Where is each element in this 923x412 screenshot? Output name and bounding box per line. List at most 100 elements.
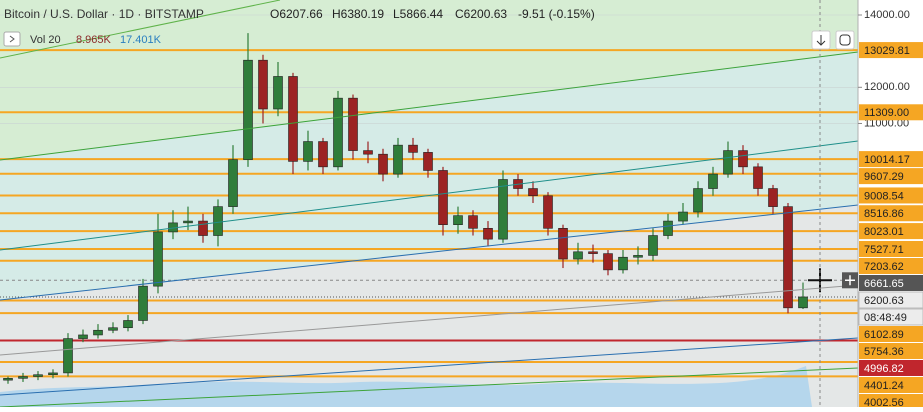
collapse-button[interactable]: [3, 31, 21, 47]
candle-body: [108, 327, 118, 331]
header: Bitcoin / U.S. Dollar · 1D · BITSTAMP O6…: [3, 7, 595, 47]
candle-body: [768, 188, 778, 207]
trend-line: [0, 337, 859, 396]
plot-area: [0, 14, 858, 384]
price-label: 4996.82: [864, 363, 904, 375]
price-label-box: [859, 376, 923, 393]
candle-body: [393, 144, 403, 175]
price-label-box: [859, 393, 923, 410]
candle-body: [243, 59, 253, 160]
candle-body: [333, 97, 343, 168]
ohlc-change: -9.51 (-0.15%): [518, 7, 595, 21]
symbol-title: Bitcoin / U.S. Dollar · 1D · BITSTAMP: [4, 7, 204, 21]
candle-body: [468, 215, 478, 229]
price-label: 7203.62: [864, 261, 904, 273]
candle-body: [588, 251, 598, 254]
candle-body: [348, 97, 358, 151]
candle-body: [753, 166, 763, 189]
candle-body: [423, 152, 433, 171]
candle-body: [498, 179, 508, 240]
price-label-box: [859, 223, 923, 240]
candle-body: [738, 150, 748, 168]
candle-body: [453, 215, 463, 225]
candle-body: [198, 220, 208, 236]
candle-body: [708, 173, 718, 189]
blue-zone: [0, 52, 858, 300]
price-label-box: [859, 274, 923, 291]
volume-label: Vol 20: [30, 34, 61, 46]
trend-line: [0, 0, 281, 59]
candle-body: [153, 231, 163, 287]
y-tick-label: 12000.00: [864, 81, 910, 93]
price-label: 8023.01: [864, 226, 904, 238]
candle-body: [48, 372, 58, 376]
trend-line: [0, 140, 859, 251]
candle-body: [18, 376, 28, 379]
candle-body: [273, 76, 283, 110]
price-label: 9008.54: [864, 190, 904, 202]
candle-body: [618, 256, 628, 271]
candle-body: [303, 141, 313, 162]
price-label-box: [859, 359, 923, 376]
candle-body: [558, 228, 568, 260]
candle-body: [693, 188, 703, 213]
reset-icon: [839, 34, 851, 46]
candle-body: [378, 153, 388, 175]
axis-labels: 14000.00 12000.00 11000.00 13029.81 11309.00…: [842, 9, 923, 410]
ohlc-close: C6200.63: [455, 7, 507, 21]
candle-body: [633, 255, 643, 258]
green-zone: [0, 0, 858, 160]
candle-body: [573, 251, 583, 260]
price-label: 4002.56: [864, 397, 904, 407]
candle-body: [123, 320, 133, 329]
price-label-box: [859, 257, 923, 274]
price-label: 6661.65: [864, 278, 904, 290]
price-label-box: [859, 205, 923, 222]
trend-line: [0, 204, 859, 301]
candle-body: [288, 76, 298, 162]
price-label: 6102.89: [864, 329, 904, 341]
price-label: 6200.63: [864, 295, 904, 307]
candle-body: [33, 374, 43, 377]
price-label-box: [858, 291, 923, 309]
candle-body: [63, 338, 73, 374]
price-label: 8516.86: [864, 208, 904, 220]
price-label-box: [859, 187, 923, 204]
collapse-icon: [9, 35, 15, 43]
price-label: 4401.24: [864, 380, 904, 392]
candle-body: [528, 188, 538, 197]
candle-body: [783, 206, 793, 309]
price-label-box: [859, 151, 923, 168]
candle-body: [663, 220, 673, 236]
candle-body: [93, 329, 103, 336]
reset-button[interactable]: [835, 30, 855, 50]
candle-body: [363, 150, 373, 155]
price-label-box: [859, 168, 923, 185]
candle-body: [228, 159, 238, 207]
candle-body: [798, 296, 808, 309]
candle-body: [483, 228, 493, 240]
candle-body: [3, 378, 13, 381]
candle-body: [438, 170, 448, 225]
scroll-icon: [816, 35, 826, 46]
price-label: 5754.36: [864, 346, 904, 358]
price-label: 9607.29: [864, 171, 904, 183]
candle-body: [408, 144, 418, 153]
trend-line: [0, 51, 859, 161]
price-label-box: [859, 325, 923, 342]
candle-body: [603, 253, 613, 271]
ohlc-open: O6207.66: [270, 7, 323, 21]
add-alert-icon: [845, 275, 855, 286]
candle-body: [318, 141, 328, 168]
price-label-box: [858, 308, 923, 326]
volume-value: 8.965K: [76, 34, 112, 46]
ohlc-high: H6380.19: [332, 7, 384, 21]
candle-body: [723, 150, 733, 175]
volume-ma: 17.401K: [120, 34, 162, 46]
candle-body: [138, 285, 148, 321]
y-tick-label: 11000.00: [864, 117, 909, 129]
trend-line: [0, 367, 859, 408]
candle-body: [213, 206, 223, 236]
trend-line: [0, 284, 859, 356]
price-label: 11309.00: [864, 107, 909, 119]
